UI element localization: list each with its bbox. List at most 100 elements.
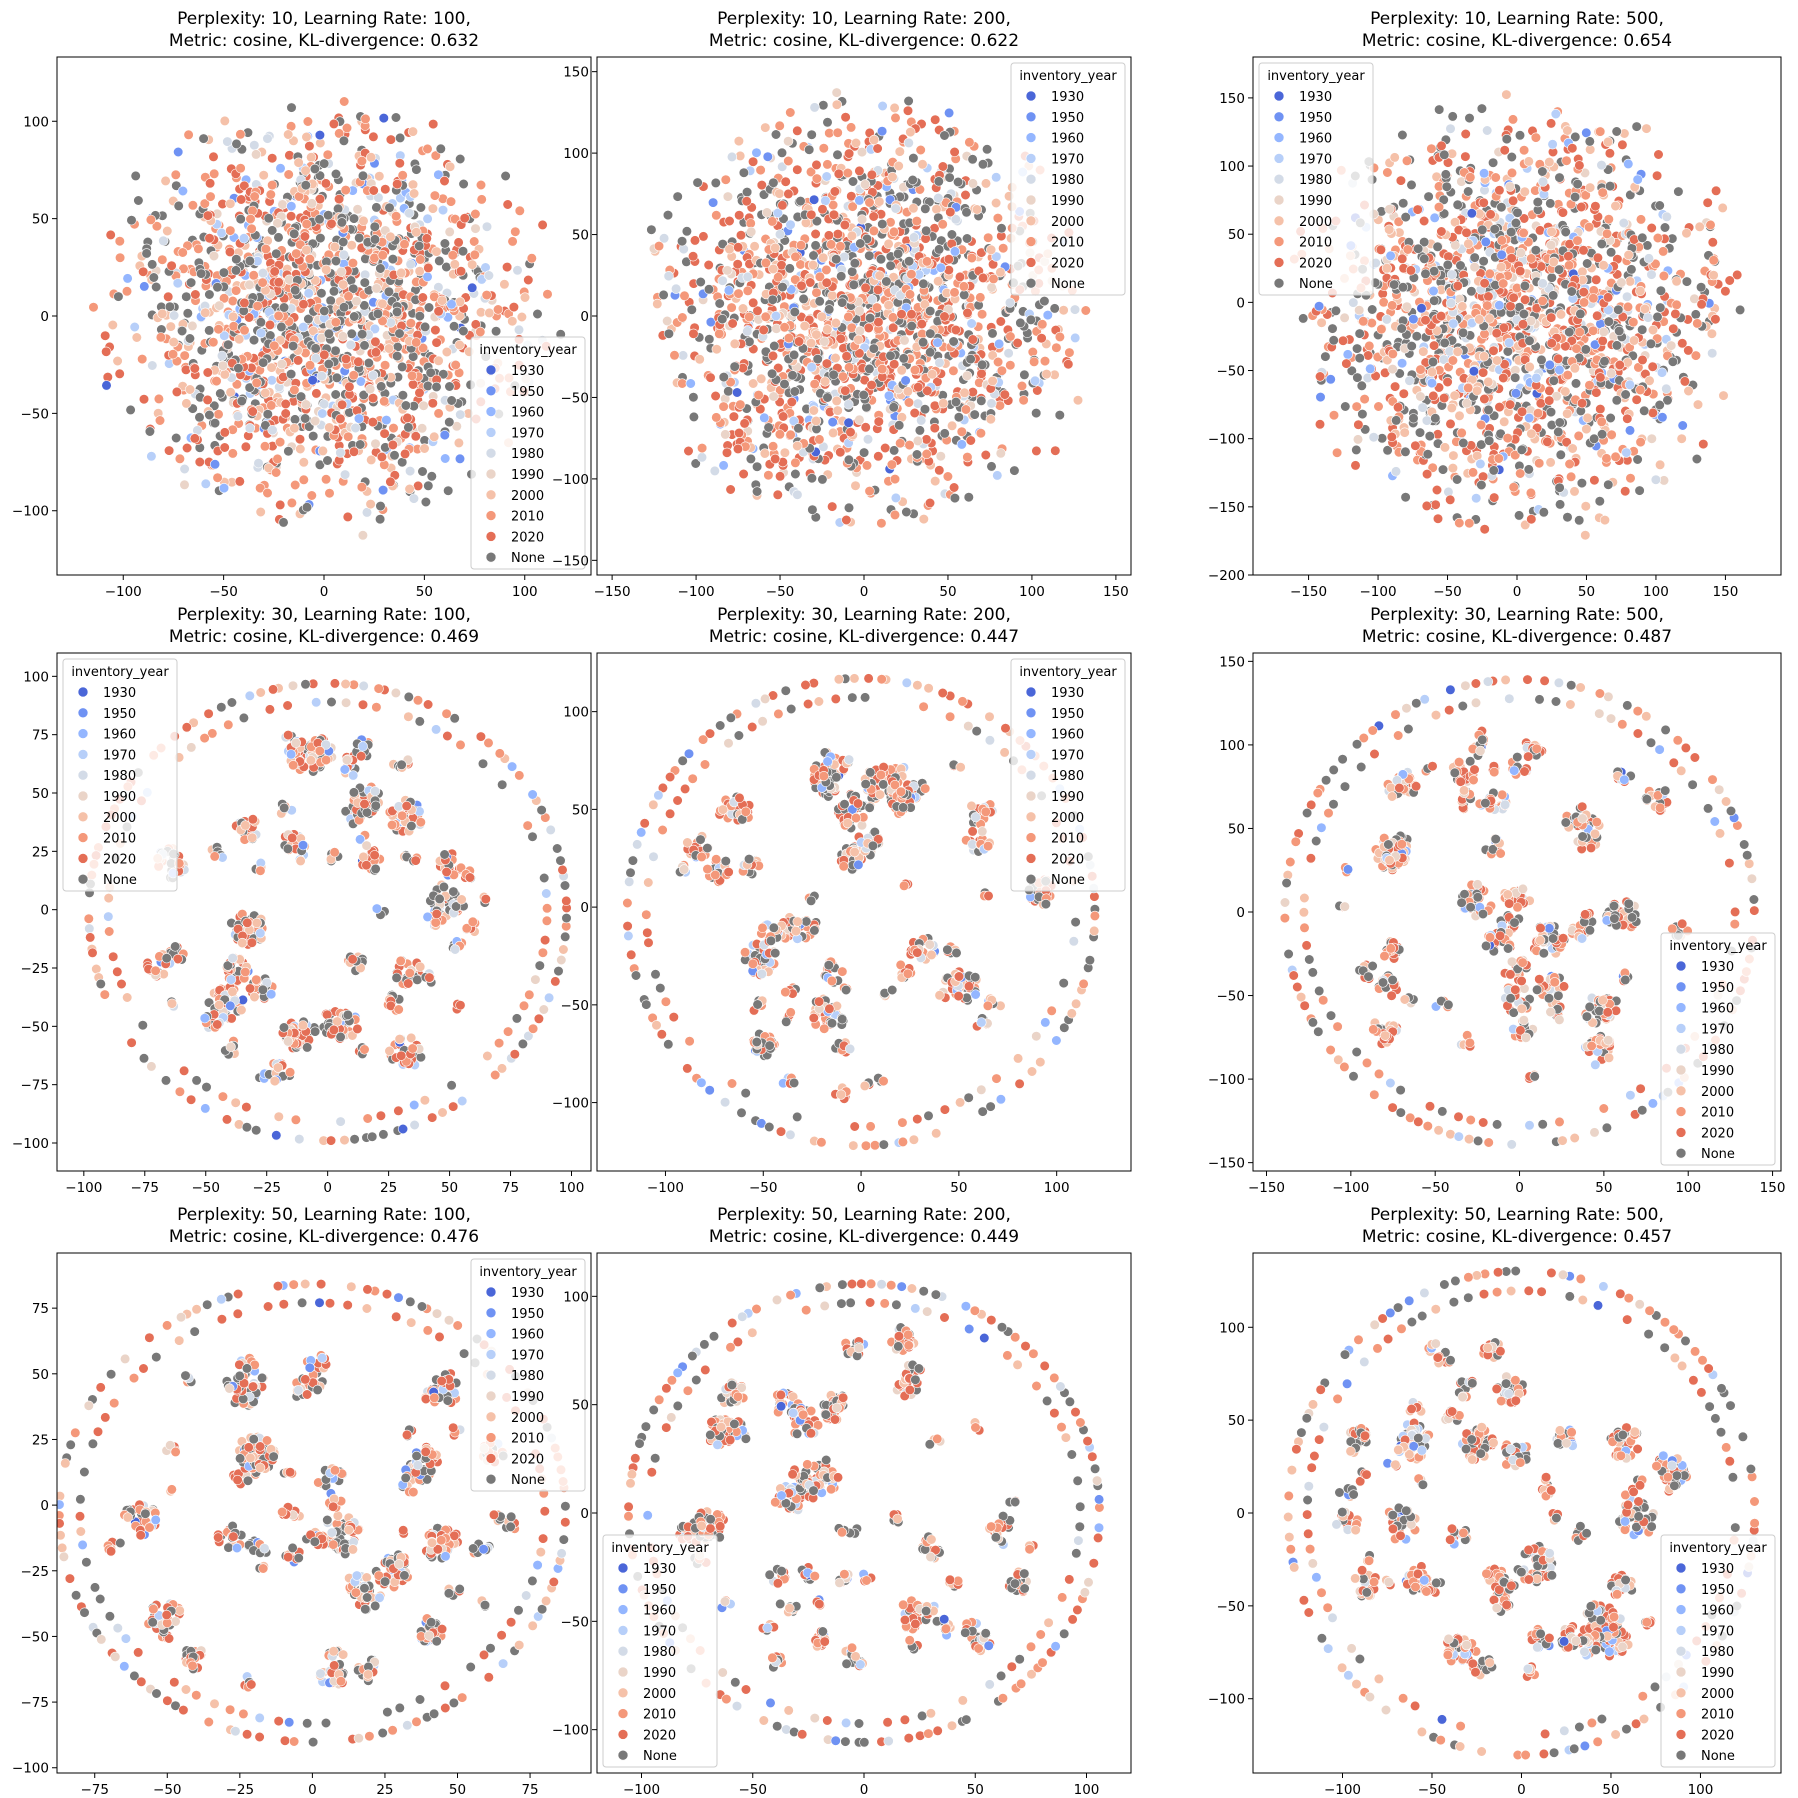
data-point <box>703 284 715 295</box>
data-point <box>130 170 141 181</box>
data-point <box>301 245 312 256</box>
data-point <box>516 311 528 323</box>
data-point <box>732 259 743 270</box>
data-point <box>319 349 330 360</box>
data-point <box>820 195 831 206</box>
data-point <box>1395 175 1406 186</box>
data-point <box>829 186 841 197</box>
data-point <box>1414 427 1426 438</box>
data-point <box>818 143 829 154</box>
data-point <box>306 152 317 163</box>
data-point <box>392 179 403 190</box>
data-point <box>1562 408 1573 419</box>
subplot-3: Perplexity: 10, Learning Rate: 500,Metri… <box>1208 9 1782 600</box>
data-point <box>1555 309 1567 320</box>
data-point <box>1478 168 1490 179</box>
data-point <box>1477 471 1489 482</box>
data-point <box>273 310 284 322</box>
data-point <box>246 223 257 234</box>
data-point <box>727 318 738 329</box>
data-point <box>1620 486 1631 497</box>
data-point <box>806 362 817 373</box>
data-point <box>419 443 430 454</box>
data-point <box>408 379 419 390</box>
data-point <box>444 226 455 237</box>
data-point <box>1692 399 1704 410</box>
data-point <box>717 275 728 286</box>
data-point <box>164 445 175 456</box>
data-point <box>919 404 931 415</box>
data-point <box>457 246 469 257</box>
data-point <box>370 438 381 449</box>
data-point <box>1724 275 1735 286</box>
data-point <box>1598 260 1609 271</box>
data-point <box>814 296 825 307</box>
data-point <box>321 264 332 275</box>
data-point <box>1331 447 1343 458</box>
data-point <box>1691 453 1702 465</box>
data-point <box>415 202 427 213</box>
data-point <box>827 501 838 512</box>
data-point <box>1545 240 1557 251</box>
subplot-title-line: Metric: cosine, KL-divergence: 0.622 <box>709 31 1019 51</box>
data-point <box>836 271 847 282</box>
data-point <box>121 286 133 297</box>
data-point <box>792 125 803 136</box>
data-point <box>779 447 791 458</box>
data-point <box>709 465 720 477</box>
data-point <box>858 389 869 401</box>
data-point <box>259 441 271 452</box>
data-point <box>864 197 875 208</box>
y-tick-label: 100 <box>23 114 49 130</box>
data-point <box>1502 433 1513 444</box>
data-point <box>1634 485 1645 496</box>
data-point <box>1639 303 1651 315</box>
data-point <box>252 301 263 312</box>
data-point <box>1578 287 1589 298</box>
data-point <box>1487 157 1499 168</box>
data-point <box>169 310 180 321</box>
legend-label: 2020 <box>511 530 544 545</box>
data-point <box>350 422 361 434</box>
data-point <box>1569 486 1580 497</box>
data-point <box>722 265 733 276</box>
data-point <box>950 396 962 408</box>
data-point <box>153 393 164 405</box>
data-point <box>962 452 973 463</box>
data-point <box>956 439 967 450</box>
data-point <box>669 350 680 361</box>
data-point <box>1316 317 1327 328</box>
data-point <box>894 146 905 157</box>
data-point <box>352 204 363 215</box>
data-point <box>446 395 457 406</box>
data-point <box>786 396 797 408</box>
data-point <box>415 254 426 265</box>
data-point <box>877 100 888 112</box>
data-point <box>1342 349 1353 360</box>
data-point <box>1676 433 1687 444</box>
data-point <box>1396 358 1408 369</box>
data-point <box>265 189 276 200</box>
data-point <box>1641 123 1652 134</box>
data-point <box>307 375 318 386</box>
data-point <box>271 467 282 478</box>
data-point <box>1548 290 1559 301</box>
data-point <box>766 368 778 379</box>
data-point <box>1490 172 1501 183</box>
data-point <box>822 117 833 128</box>
data-point <box>266 362 277 373</box>
data-point <box>410 431 421 442</box>
data-point <box>1451 474 1463 485</box>
data-point <box>379 396 390 407</box>
data-point <box>340 353 352 365</box>
data-point <box>1652 232 1663 244</box>
data-point <box>214 300 225 311</box>
data-point <box>447 250 458 261</box>
data-point <box>267 425 278 436</box>
data-point <box>785 429 796 440</box>
data-point <box>1578 297 1590 308</box>
legend-label: 2010 <box>1051 236 1084 251</box>
data-point <box>921 448 932 460</box>
data-point <box>1622 301 1634 313</box>
data-point <box>1031 408 1042 419</box>
